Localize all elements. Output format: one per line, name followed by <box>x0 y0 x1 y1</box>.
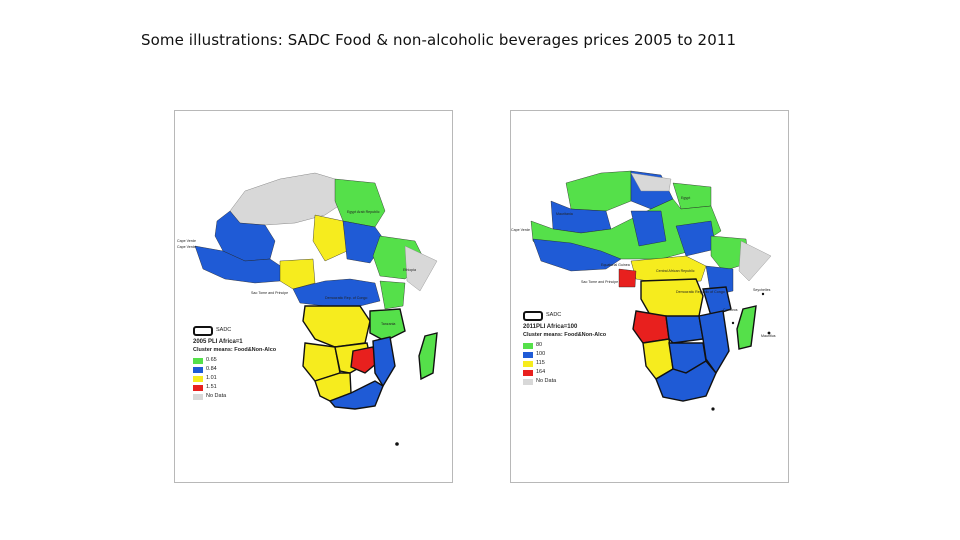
legend-swatch-green <box>523 342 533 349</box>
region-egypt <box>334 178 386 228</box>
label-comoros-2011: Comoros <box>723 308 738 312</box>
legend-item-label: 0.65 <box>206 356 217 363</box>
legend-item: 80 <box>523 341 606 349</box>
region-kenya <box>379 280 406 310</box>
legend-item-label: 80 <box>536 341 543 348</box>
region-nigeria <box>279 258 316 290</box>
africa-map-2011: Egypt Mauritania Cape Verde Equatorial G… <box>511 170 776 411</box>
slide-title: Some illustrations: SADC Food & non-alco… <box>141 31 737 49</box>
legend-subtitle: Cluster means: Food&Non-Alco <box>523 332 607 338</box>
island-seychelles <box>761 292 765 296</box>
legend-item: 1.01 <box>193 374 276 382</box>
island-comoros <box>731 321 735 325</box>
legend-item: 164 <box>523 368 606 376</box>
region-madagascar <box>418 332 438 381</box>
legend-sadc-label: SADC <box>546 312 562 319</box>
sadc-boundary-symbol <box>523 311 543 321</box>
legend-sadc-row: SADC <box>523 311 606 321</box>
legend-title: 2005 PLI Africa=1 <box>193 339 243 345</box>
map-panel-2011: Egypt Mauritania Cape Verde Equatorial G… <box>510 110 789 483</box>
region-mozambique <box>372 336 396 388</box>
legend-swatch-red <box>193 384 203 391</box>
label-mauritania-2011: Mauritania <box>556 212 573 216</box>
legend-item: 0.65 <box>193 356 276 364</box>
legend-item-label: No Data <box>536 377 557 384</box>
region-tanzania-2011 <box>702 286 732 317</box>
region-south-africa-2011 <box>655 360 717 402</box>
region-chad <box>312 214 348 262</box>
map-panel-2005: Egypt Arab Republic Cape Verde Cape Verd… <box>174 110 453 483</box>
label-egypt-2011: Egypt <box>681 196 690 200</box>
label-capeverde-a-2005: Cape Verde <box>177 239 196 243</box>
region-south-africa <box>328 380 384 410</box>
label-mauritius-2011: Mauritius <box>761 334 776 338</box>
region-central <box>292 278 381 307</box>
region-drc <box>302 305 371 348</box>
legend-swatch-green <box>193 357 203 364</box>
island-dot <box>395 442 399 446</box>
legend-item-label: No Data <box>206 392 227 399</box>
region-zambia-2011 <box>665 315 704 344</box>
africa-map-2005: Egypt Arab Republic Cape Verde Cape Verd… <box>177 172 438 446</box>
label-capeverde-2011: Cape Verde <box>511 228 530 232</box>
region-chad-2011 <box>630 210 667 247</box>
label-drc-2005: Democratic Rep. of Congo <box>325 296 367 300</box>
label-saotome-2005: Sao Tome and Principe <box>251 291 288 295</box>
region-angola-2011 <box>632 310 670 344</box>
legend-2005: SADC 2005 PLI Africa=1 Cluster means: Fo… <box>193 326 276 403</box>
label-car-2011: Central African Republic <box>656 269 695 273</box>
legend-item: 100 <box>523 350 606 358</box>
region-horn-2011 <box>738 240 772 282</box>
legend-item-label: 100 <box>536 350 546 357</box>
region-eq-guinea-2011 <box>618 268 637 288</box>
region-northwest <box>214 210 276 262</box>
region-zimbabwe <box>350 346 378 374</box>
legend-swatch-blue <box>523 351 533 358</box>
legend-subtitle: Cluster means: Food&Non-Alco <box>193 347 277 353</box>
legend-item: 0.84 <box>193 365 276 373</box>
legend-swatch-yellow <box>523 360 533 367</box>
legend-item: 115 <box>523 359 606 367</box>
region-madagascar-2011 <box>736 305 757 350</box>
island-mauritius <box>767 331 771 335</box>
legend-item-label: 1.51 <box>206 383 217 390</box>
legend-swatch-nodata <box>193 393 203 400</box>
label-eqguinea-2011: Equatorial Guinea <box>601 263 630 267</box>
legend-item: 1.51 <box>193 383 276 391</box>
label-capeverde-b-2005: Cape Verde <box>177 245 196 249</box>
region-tanzania <box>369 308 406 342</box>
legend-swatch-yellow <box>193 375 203 382</box>
legend-sadc-label: SADC <box>216 327 232 334</box>
label-tanzania-2005: Tanzania <box>381 322 395 326</box>
region-egypt-2011 <box>672 182 712 210</box>
legend-item: No Data <box>523 377 606 385</box>
legend-item-label: 164 <box>536 368 546 375</box>
legend-title: 2011PLI Africa=100 <box>523 324 578 330</box>
legend-2011: SADC 2011PLI Africa=100 Cluster means: F… <box>523 311 606 388</box>
label-egypt-2005: Egypt Arab Republic <box>347 210 380 214</box>
label-drc-2011: Democratic Republic of Congo <box>676 290 725 294</box>
region-northwest-2011 <box>565 170 632 212</box>
region-nodata-north-2011 <box>630 172 672 192</box>
legend-swatch-red <box>523 369 533 376</box>
region-horn <box>404 245 438 292</box>
legend-item-label: 1.01 <box>206 374 217 381</box>
legend-item: No Data <box>193 392 276 400</box>
label-seychelles-2011: Seychelles <box>753 288 771 292</box>
legend-item-label: 115 <box>536 359 545 366</box>
sadc-boundary-symbol <box>193 326 213 336</box>
region-west-coast-2011 <box>532 238 622 272</box>
legend-sadc-row: SADC <box>193 326 276 336</box>
legend-swatch-blue <box>193 366 203 373</box>
legend-item-label: 0.84 <box>206 365 217 372</box>
region-central-africa-2011 <box>630 255 707 284</box>
legend-swatch-nodata <box>523 378 533 385</box>
label-saotome-2011: Sao Tome and Principe <box>581 280 618 284</box>
island-dot <box>711 407 715 411</box>
label-ethiopia-2005: Ethiopia <box>403 268 416 272</box>
